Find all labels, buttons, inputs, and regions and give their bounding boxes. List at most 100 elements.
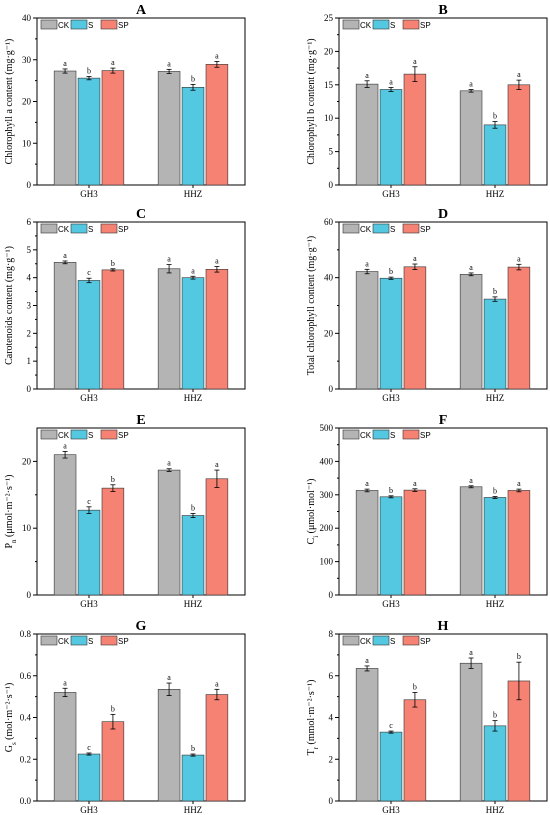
significance-letter: a [215,460,219,469]
legend-label: S [88,225,93,234]
bar-s [181,277,205,390]
significance-letter: a [63,678,67,687]
y-axis-label-main: G [4,745,15,752]
y-axis-label-unit: (mol·m⁻²·s⁻¹) [4,683,15,743]
bar-s [77,280,101,390]
significance-letter: a [215,257,219,266]
bar-sp [507,490,531,596]
legend-swatch-ck [342,19,360,30]
bar-sp [205,694,229,802]
y-tick-label: 300 [320,490,334,500]
legend-swatch-ck [342,635,360,646]
legend-swatch-sp [402,19,420,30]
x-category-label: GH3 [382,189,400,199]
y-tick-label: 3 [27,301,32,311]
significance-letter: c [87,743,91,752]
legend-label: S [390,431,395,440]
y-axis-label-unit: (μmol·m⁻²·s⁻¹) [4,474,15,539]
significance-letter: a [167,459,171,468]
bar-sp [101,70,125,186]
bar-ck [459,90,483,186]
y-tick-label: 15 [324,80,334,90]
y-axis-label: Carotenoids content (mg·g⁻¹) [4,246,15,365]
significance-letter: b [389,486,393,495]
bar-sp [205,478,229,596]
chart-panel-g: 0.00.20.40.60.8Gs (mol·m⁻²·s⁻¹)GGH3acbHH… [4,619,246,815]
legend-swatch-ck [40,19,58,30]
bar-ck [53,454,77,596]
legend-swatch-s [372,223,390,234]
chart-panel-f: 0 100 200 300 400 500 Ci (μmol·mol⁻¹) F GH3 a b a HH… [306,413,548,609]
bar-sp [507,84,531,186]
significance-letter: c [87,268,91,277]
legend-label: CK [360,225,372,234]
y-axis-label-unit: (μmol·mol⁻¹) [306,479,317,536]
legend-label: CK [58,21,70,30]
panel-letter: D [438,207,448,222]
significance-letter: a [191,266,195,275]
bar-ck [157,469,181,596]
bar-ck [157,268,181,390]
y-axis-label-subscript: i [312,536,320,538]
bar-s [483,298,507,390]
legend-swatch-ck [40,635,58,646]
legend-swatch-s [372,635,390,646]
y-tick-label: 0.8 [20,629,32,639]
significance-letter: a [517,254,521,263]
legend-label: CK [360,431,372,440]
legend-label: S [88,637,93,646]
significance-letter: a [413,254,417,263]
chart-panel-h: 0 2 4 6 8 Tr (mmol·m⁻²·s⁻¹) H GH3 a c b HHZ a b b CK S SP [306,619,548,815]
y-axis-label: Total chlorophyll content (mg·g⁻¹) [306,236,317,376]
bar-sp [403,266,427,390]
significance-letter: a [365,656,369,665]
significance-letter: a [215,679,219,688]
y-axis-label: Chlorophyll a content (mg·g⁻¹) [4,39,15,165]
y-tick-label: 5 [27,245,32,255]
legend-label: CK [58,637,70,646]
x-category-label: GH3 [80,805,98,815]
bar-sp [101,269,125,390]
y-tick-label: 2 [329,754,334,764]
legend-label: SP [118,637,129,646]
y-tick-label: 0.6 [20,671,32,681]
significance-letter: b [493,711,497,720]
bar-s [379,731,403,802]
legend-swatch-ck [342,429,360,440]
significance-letter: b [191,74,195,83]
bar-s [181,754,205,802]
legend-swatch-sp [100,19,118,30]
y-tick-label: 40 [22,13,32,23]
significance-letter: a [365,259,369,268]
y-tick-label: 0 [27,180,32,190]
y-tick-label: 6 [329,671,334,681]
significance-letter: b [517,652,521,661]
significance-letter: b [413,682,417,691]
y-tick-label: 4 [27,273,32,283]
legend-label: CK [360,637,372,646]
x-category-label: HHZ [184,599,203,609]
y-tick-label: 100 [320,557,334,567]
y-tick-label: 0 [329,180,334,190]
y-axis-label: Tr (mmol·m⁻²·s⁻¹) [306,680,320,756]
bar-s [379,89,403,186]
y-tick-label: 10 [324,113,334,123]
y-tick-label: 0.4 [20,713,32,723]
legend-label: CK [58,431,70,440]
significance-letter: b [111,475,115,484]
significance-letter: a [469,263,473,272]
y-tick-label: 8 [329,629,334,639]
bar-ck [355,490,379,596]
bar-ck [355,83,379,186]
legend-label: S [88,431,93,440]
plot-frame [36,427,246,596]
bar-s [77,77,101,186]
significance-letter: a [63,251,67,260]
x-category-label: HHZ [184,805,203,815]
y-axis-label: Chlorophyll b content (mg·g⁻¹) [306,38,317,164]
significance-letter: a [517,479,521,488]
significance-letter: a [111,58,115,67]
y-tick-label: 60 [324,217,334,227]
